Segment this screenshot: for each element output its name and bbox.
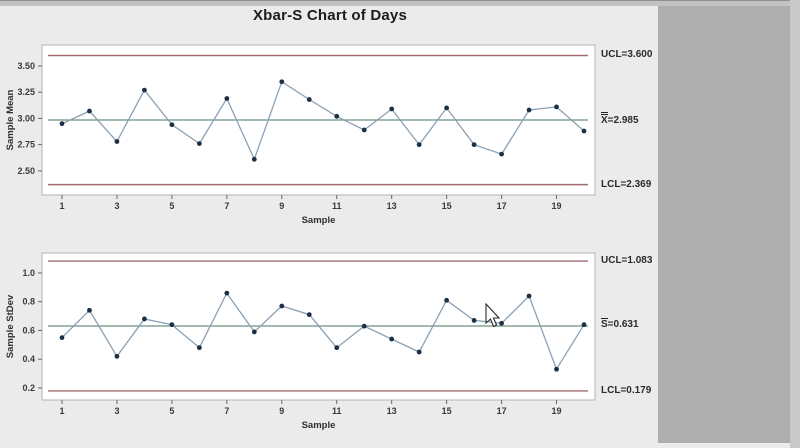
- y-tick-label: 0.2: [22, 383, 35, 393]
- data-point: [471, 317, 477, 323]
- data-point: [334, 345, 340, 351]
- data-point: [361, 323, 367, 329]
- series-line: [61, 80, 585, 162]
- x-tick-label: 5: [169, 201, 174, 211]
- x-tick-label: 7: [224, 201, 229, 211]
- center-line-label: S=0.631: [601, 317, 639, 330]
- x-tick-label: 1: [59, 406, 64, 416]
- x-tick-label: 9: [279, 201, 284, 211]
- data-point: [361, 127, 367, 133]
- y-tick-label: 3.00: [17, 113, 35, 123]
- data-point: [389, 336, 395, 342]
- y-tick-label: 0.4: [22, 354, 35, 364]
- y-tick-label: 0.6: [22, 325, 35, 335]
- data-point: [87, 108, 92, 114]
- data-point: [224, 290, 230, 296]
- data-point: [142, 316, 147, 322]
- x-tick-label: 19: [552, 201, 562, 211]
- y-tick-label: 0.8: [22, 297, 35, 307]
- x-tick-label: 13: [387, 406, 397, 416]
- x-tick-label: 15: [442, 406, 452, 416]
- x-tick-label: 5: [169, 406, 174, 416]
- data-point: [251, 156, 257, 162]
- data-point: [581, 322, 587, 328]
- lcl-label: LCL=0.179: [601, 384, 652, 396]
- data-point: [444, 297, 450, 303]
- data-point: [196, 141, 202, 147]
- data-point: [142, 87, 147, 93]
- y-tick-label: 2.75: [17, 140, 35, 150]
- data-point: [554, 104, 559, 110]
- right-gray-panel: [658, 6, 790, 443]
- x-tick-label: 3: [114, 406, 119, 416]
- data-point: [581, 128, 587, 134]
- data-point: [87, 307, 92, 313]
- data-point: [59, 335, 65, 341]
- data-point: [306, 97, 312, 102]
- chart-title: Xbar-S Chart of Days: [252, 7, 408, 24]
- data-point: [169, 122, 175, 128]
- data-point: [114, 139, 120, 144]
- y-tick-label: 2.50: [17, 166, 35, 176]
- x-tick-label: 11: [332, 406, 342, 416]
- data-point: [389, 106, 395, 112]
- y-tick-label: 3.25: [17, 87, 35, 97]
- data-point: [499, 151, 504, 157]
- y-axis-title: Sample StDev: [5, 294, 16, 358]
- data-point: [416, 349, 422, 355]
- y-tick-label: 3.50: [17, 61, 35, 71]
- data-point: [251, 329, 257, 335]
- data-point: [59, 121, 65, 127]
- series-line: [61, 291, 585, 371]
- data-point: [196, 345, 202, 351]
- x-tick-label: 17: [497, 406, 507, 416]
- x-axis-title: Sample: [302, 215, 336, 226]
- data-point: [416, 142, 422, 148]
- x-tick-label: 9: [279, 406, 284, 416]
- data-point: [279, 303, 285, 309]
- data-point: [526, 293, 532, 299]
- center-symbol: X: [601, 112, 608, 126]
- data-point: [334, 113, 340, 119]
- data-point: [224, 96, 230, 101]
- center-line-label: X=2.985: [601, 112, 639, 126]
- cursor-arrow-icon: [485, 303, 501, 328]
- x-tick-label: 3: [114, 201, 119, 211]
- window-top-edge: [0, 0, 800, 6]
- lcl-label: LCL=2.369: [601, 178, 652, 190]
- x-tick-label: 17: [497, 201, 507, 211]
- x-tick-label: 19: [552, 406, 562, 416]
- data-point: [499, 320, 504, 326]
- x-tick-label: 15: [442, 201, 452, 211]
- data-point: [554, 366, 559, 372]
- x-tick-label: 13: [387, 201, 397, 211]
- y-axis-title: Sample Mean: [5, 89, 16, 150]
- ucl-label: UCL=1.083: [601, 255, 653, 267]
- y-tick-label: 1.0: [22, 268, 35, 278]
- data-point: [114, 353, 120, 359]
- data-point: [306, 312, 312, 318]
- center-symbol: S: [601, 317, 608, 330]
- data-point: [526, 107, 532, 113]
- x-tick-label: 11: [332, 201, 342, 211]
- mouse-cursor: [485, 303, 501, 328]
- data-point: [279, 79, 285, 85]
- xbar-chart-plot: 3.503.253.002.752.501 3 5 7 9 11 13 15 17 19Sampl…: [5, 44, 596, 226]
- x-tick-label: 7: [224, 406, 229, 416]
- x-axis-title: Sample: [302, 420, 336, 431]
- data-point: [169, 322, 175, 328]
- ucl-label: UCL=3.600: [601, 49, 653, 61]
- data-point: [444, 105, 450, 111]
- x-tick-label: 1: [59, 201, 64, 211]
- right-edge-strip: [790, 0, 800, 448]
- data-point: [471, 142, 477, 148]
